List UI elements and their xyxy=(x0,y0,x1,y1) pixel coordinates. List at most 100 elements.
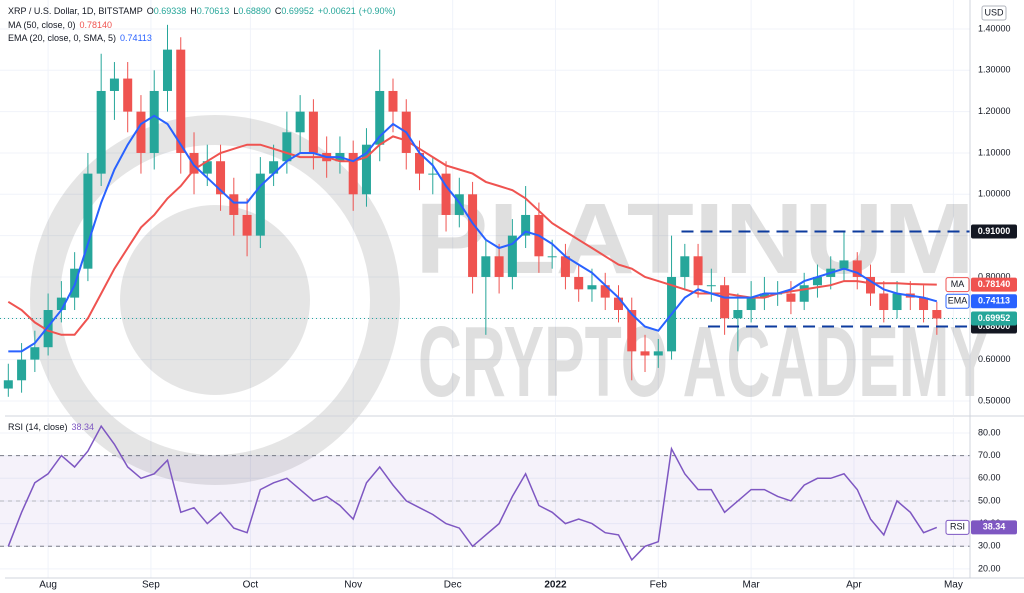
candle-body xyxy=(932,310,942,319)
candle-body xyxy=(30,347,40,360)
candle-body xyxy=(3,380,13,389)
candle-body xyxy=(415,152,425,174)
y-tick-label: 50.00 xyxy=(978,495,1001,505)
candle-body xyxy=(56,297,66,311)
candle-body xyxy=(149,90,159,153)
candle-body xyxy=(892,293,902,311)
x-tick-label: Oct xyxy=(243,580,259,591)
y-tick-label: 1.00000 xyxy=(978,189,1011,199)
price-tag xyxy=(971,520,1017,535)
price-tag-name: MA xyxy=(951,279,965,289)
header: XRP / U.S. Dollar, 1D, BITSTAMP O0.69338 H… xyxy=(8,6,396,16)
y-tick-label: 70.00 xyxy=(978,450,1001,460)
candle-body xyxy=(866,276,876,294)
legend-part: 0.74113 xyxy=(120,33,152,43)
candle-body xyxy=(494,256,504,277)
level-tag-label: 0.68000 xyxy=(978,321,1011,331)
candle-body xyxy=(202,161,212,174)
candle-body xyxy=(43,310,53,348)
candle-body xyxy=(388,90,398,112)
candle-body xyxy=(83,173,93,269)
legend-part: EMA (20, close, 0, SMA, 5) xyxy=(8,33,116,43)
watermark-logo-disc xyxy=(120,205,310,395)
y-tick-label: 0.50000 xyxy=(978,395,1011,405)
legend-item: RSI (14, close) 38.34 xyxy=(8,422,94,432)
candle-body xyxy=(640,351,650,356)
y-tick-label: 60.00 xyxy=(978,473,1001,483)
candle-body xyxy=(852,260,862,277)
candle-body xyxy=(428,173,438,175)
price-tag xyxy=(971,294,1017,309)
candle-body xyxy=(600,285,610,298)
candle-body xyxy=(216,161,226,195)
price-tag-name: EMA xyxy=(948,296,968,306)
y-tick-label: 1.40000 xyxy=(978,23,1011,33)
legend-part: 0.69338 xyxy=(154,6,187,16)
price-tag-name-box xyxy=(945,277,970,293)
candle-body xyxy=(653,351,663,356)
candle-body xyxy=(706,285,716,287)
price-tag-name: RSI xyxy=(950,522,965,532)
candle-body xyxy=(441,173,451,215)
candle-body xyxy=(269,161,279,174)
currency-box[interactable] xyxy=(981,5,1007,21)
price-tag-name-box xyxy=(945,519,970,535)
plot xyxy=(0,24,970,562)
candle-body xyxy=(507,235,517,277)
legend-part: 0.78140 xyxy=(80,20,113,30)
candle-body xyxy=(176,49,186,153)
candle-body xyxy=(693,256,703,286)
currency: USD xyxy=(984,7,1004,17)
legend-part: RSI (14, close) xyxy=(8,422,68,432)
candle-body xyxy=(759,293,769,298)
candle-body xyxy=(375,90,385,145)
level-tag-label: 0.91000 xyxy=(978,226,1011,236)
x-tick-label: Nov xyxy=(344,580,362,591)
candle-body xyxy=(627,310,637,352)
candle-body xyxy=(481,256,491,277)
candle-body xyxy=(348,152,358,195)
legend-part: +0.00621 xyxy=(318,6,356,16)
y-tick-label: 20.00 xyxy=(978,563,1001,573)
candle-body xyxy=(786,293,796,302)
candle-body xyxy=(308,111,318,153)
x-tick-label: Sep xyxy=(142,580,160,591)
x-tick-label: Aug xyxy=(39,580,57,591)
y-tick-label: 0.80000 xyxy=(978,271,1011,281)
candle-body xyxy=(454,194,464,215)
watermark: PLATINUM CRYPTO ACADEMY xyxy=(30,115,990,485)
legend-part: 38.34 xyxy=(72,422,95,432)
candle-body xyxy=(189,152,199,174)
candle-body xyxy=(521,214,531,236)
candle-body xyxy=(613,297,623,311)
price-tag xyxy=(971,311,1017,326)
indicator-line xyxy=(8,114,938,353)
candle-body xyxy=(560,256,570,277)
legend-part: L xyxy=(233,6,238,16)
y-tick-label: 80.00 xyxy=(978,427,1001,437)
price-tag-label: 0.78140 xyxy=(978,279,1011,289)
watermark-logo-ring xyxy=(30,115,400,485)
watermark-text: CRYPTO ACADEMY xyxy=(418,306,990,418)
y-tick-label: 1.20000 xyxy=(978,106,1011,116)
candle-body xyxy=(242,214,252,236)
y-tick-label: 1.10000 xyxy=(978,147,1011,157)
candle-body xyxy=(839,260,849,269)
y-tick-label: 0.60000 xyxy=(978,354,1011,364)
y-tick-label: 1.30000 xyxy=(978,65,1011,75)
candle-body xyxy=(109,78,119,91)
y-tick-label: 30.00 xyxy=(978,541,1001,551)
candle-body xyxy=(468,194,478,277)
level-tag xyxy=(971,224,1017,239)
x-tick-label: Dec xyxy=(444,580,462,591)
candle-body xyxy=(812,276,822,286)
candle-body xyxy=(96,90,106,174)
price-tag-name-box xyxy=(945,293,970,309)
candle-body xyxy=(733,310,743,319)
candle-body xyxy=(746,297,756,311)
candle-body xyxy=(680,256,690,277)
candle-body xyxy=(295,111,305,133)
legend-item: EMA (20, close, 0, SMA, 5) 0.74113 xyxy=(8,33,152,43)
x-tick-label: Apr xyxy=(846,580,862,591)
